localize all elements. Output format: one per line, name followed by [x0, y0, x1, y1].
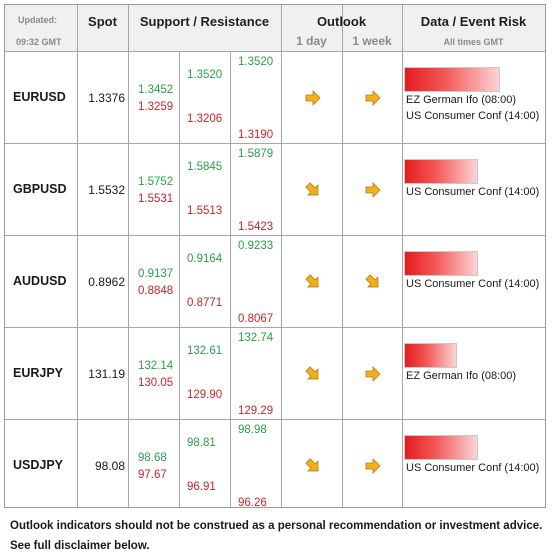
- resistance-3: 132.74: [238, 332, 274, 344]
- resistance-2: 98.81: [187, 437, 216, 449]
- outlook-1week-arrow-icon: [364, 181, 382, 199]
- outlook-1day-arrow-icon: [304, 89, 322, 107]
- spot-header: Spot: [88, 14, 117, 29]
- pair-label: EURJPY: [13, 366, 64, 380]
- spot-value: 1.5532: [88, 183, 125, 197]
- event-risk-header: Data / Event Risk: [420, 14, 527, 29]
- resistance-3: 0.9233: [238, 240, 274, 252]
- support-resistance-header: Support / Resistance: [139, 14, 270, 29]
- times-note: All times GMT: [443, 37, 504, 47]
- spot-value: 98.08: [94, 459, 125, 473]
- event-item: EZ German Ifo (08:00): [406, 370, 517, 382]
- resistance-1: 132.14: [138, 360, 174, 372]
- header-row: [5, 5, 545, 51]
- spot-value: 131.19: [88, 367, 125, 381]
- support-3: 1.5423: [238, 221, 274, 233]
- support-1: 1.3259: [138, 101, 174, 113]
- resistance-2: 1.3520: [187, 69, 223, 81]
- event-item: US Consumer Conf (14:00): [406, 462, 540, 474]
- resistance-1: 98.68: [138, 452, 167, 464]
- event-item: US Consumer Conf (14:00): [406, 278, 540, 290]
- outlook-header: Outlook: [316, 14, 367, 29]
- outlook-1week-arrow-icon: [364, 365, 382, 383]
- support-1: 130.05: [138, 377, 174, 389]
- updated-label: Updated:: [18, 15, 57, 25]
- support-3: 96.26: [238, 497, 267, 509]
- pair-label: EURUSD: [13, 90, 66, 104]
- outlook-1day-arrow-icon: [304, 273, 322, 291]
- event-risk-bar: [404, 159, 478, 184]
- resistance-3: 1.3520: [238, 56, 274, 68]
- event-item: EZ German Ifo (08:00): [406, 94, 517, 106]
- resistance-3: 98.98: [238, 424, 267, 436]
- support-2: 0.8771: [187, 297, 223, 309]
- support-1: 0.8848: [138, 285, 174, 297]
- support-3: 129.29: [238, 405, 274, 417]
- resistance-2: 1.5845: [187, 161, 223, 173]
- updated-time: 09:32 GMT: [16, 37, 62, 47]
- support-2: 1.5513: [187, 205, 223, 217]
- resistance-2: 132.61: [187, 345, 223, 357]
- event-risk-bar: [404, 67, 500, 92]
- resistance-1: 1.5752: [138, 176, 174, 188]
- outlook-1week-arrow-icon: [364, 273, 382, 291]
- resistance-1: 0.9137: [138, 268, 174, 280]
- support-3: 0.8067: [238, 313, 274, 325]
- disclaimer-line-2: See full disclaimer below.: [10, 540, 150, 552]
- pair-label: USDJPY: [13, 458, 64, 472]
- spot-value: 1.3376: [88, 91, 125, 105]
- event-item: US Consumer Conf (14:00): [406, 110, 540, 122]
- outlook-1day-arrow-icon: [304, 457, 322, 475]
- resistance-2: 0.9164: [187, 253, 223, 265]
- outlook-1day-arrow-icon: [304, 181, 322, 199]
- support-1: 97.67: [138, 469, 167, 481]
- support-2: 1.3206: [187, 113, 223, 125]
- support-2: 96.91: [187, 481, 216, 493]
- resistance-3: 1.5879: [238, 148, 274, 160]
- outlook-1week-arrow-icon: [364, 457, 382, 475]
- support-3: 1.3190: [238, 129, 274, 141]
- disclaimer-line-1: Outlook indicators should not be constru…: [10, 520, 543, 532]
- resistance-1: 1.3452: [138, 84, 174, 96]
- support-1: 1.5531: [138, 193, 174, 205]
- outlook-1week-header: 1 week: [352, 34, 392, 48]
- outlook-1day-arrow-icon: [304, 365, 322, 383]
- support-2: 129.90: [187, 389, 223, 401]
- event-risk-bar: [404, 343, 457, 368]
- forecast-table: Updated: 09:32 GMT Spot Support / Resist…: [4, 4, 546, 509]
- spot-value: 0.8962: [88, 275, 125, 289]
- pair-label: AUDUSD: [13, 274, 67, 288]
- event-item: US Consumer Conf (14:00): [406, 186, 540, 198]
- outlook-1week-arrow-icon: [364, 89, 382, 107]
- outlook-1day-header: 1 day: [296, 34, 327, 48]
- pair-label: GBPUSD: [13, 182, 67, 196]
- event-risk-bar: [404, 251, 478, 276]
- event-risk-bar: [404, 435, 478, 460]
